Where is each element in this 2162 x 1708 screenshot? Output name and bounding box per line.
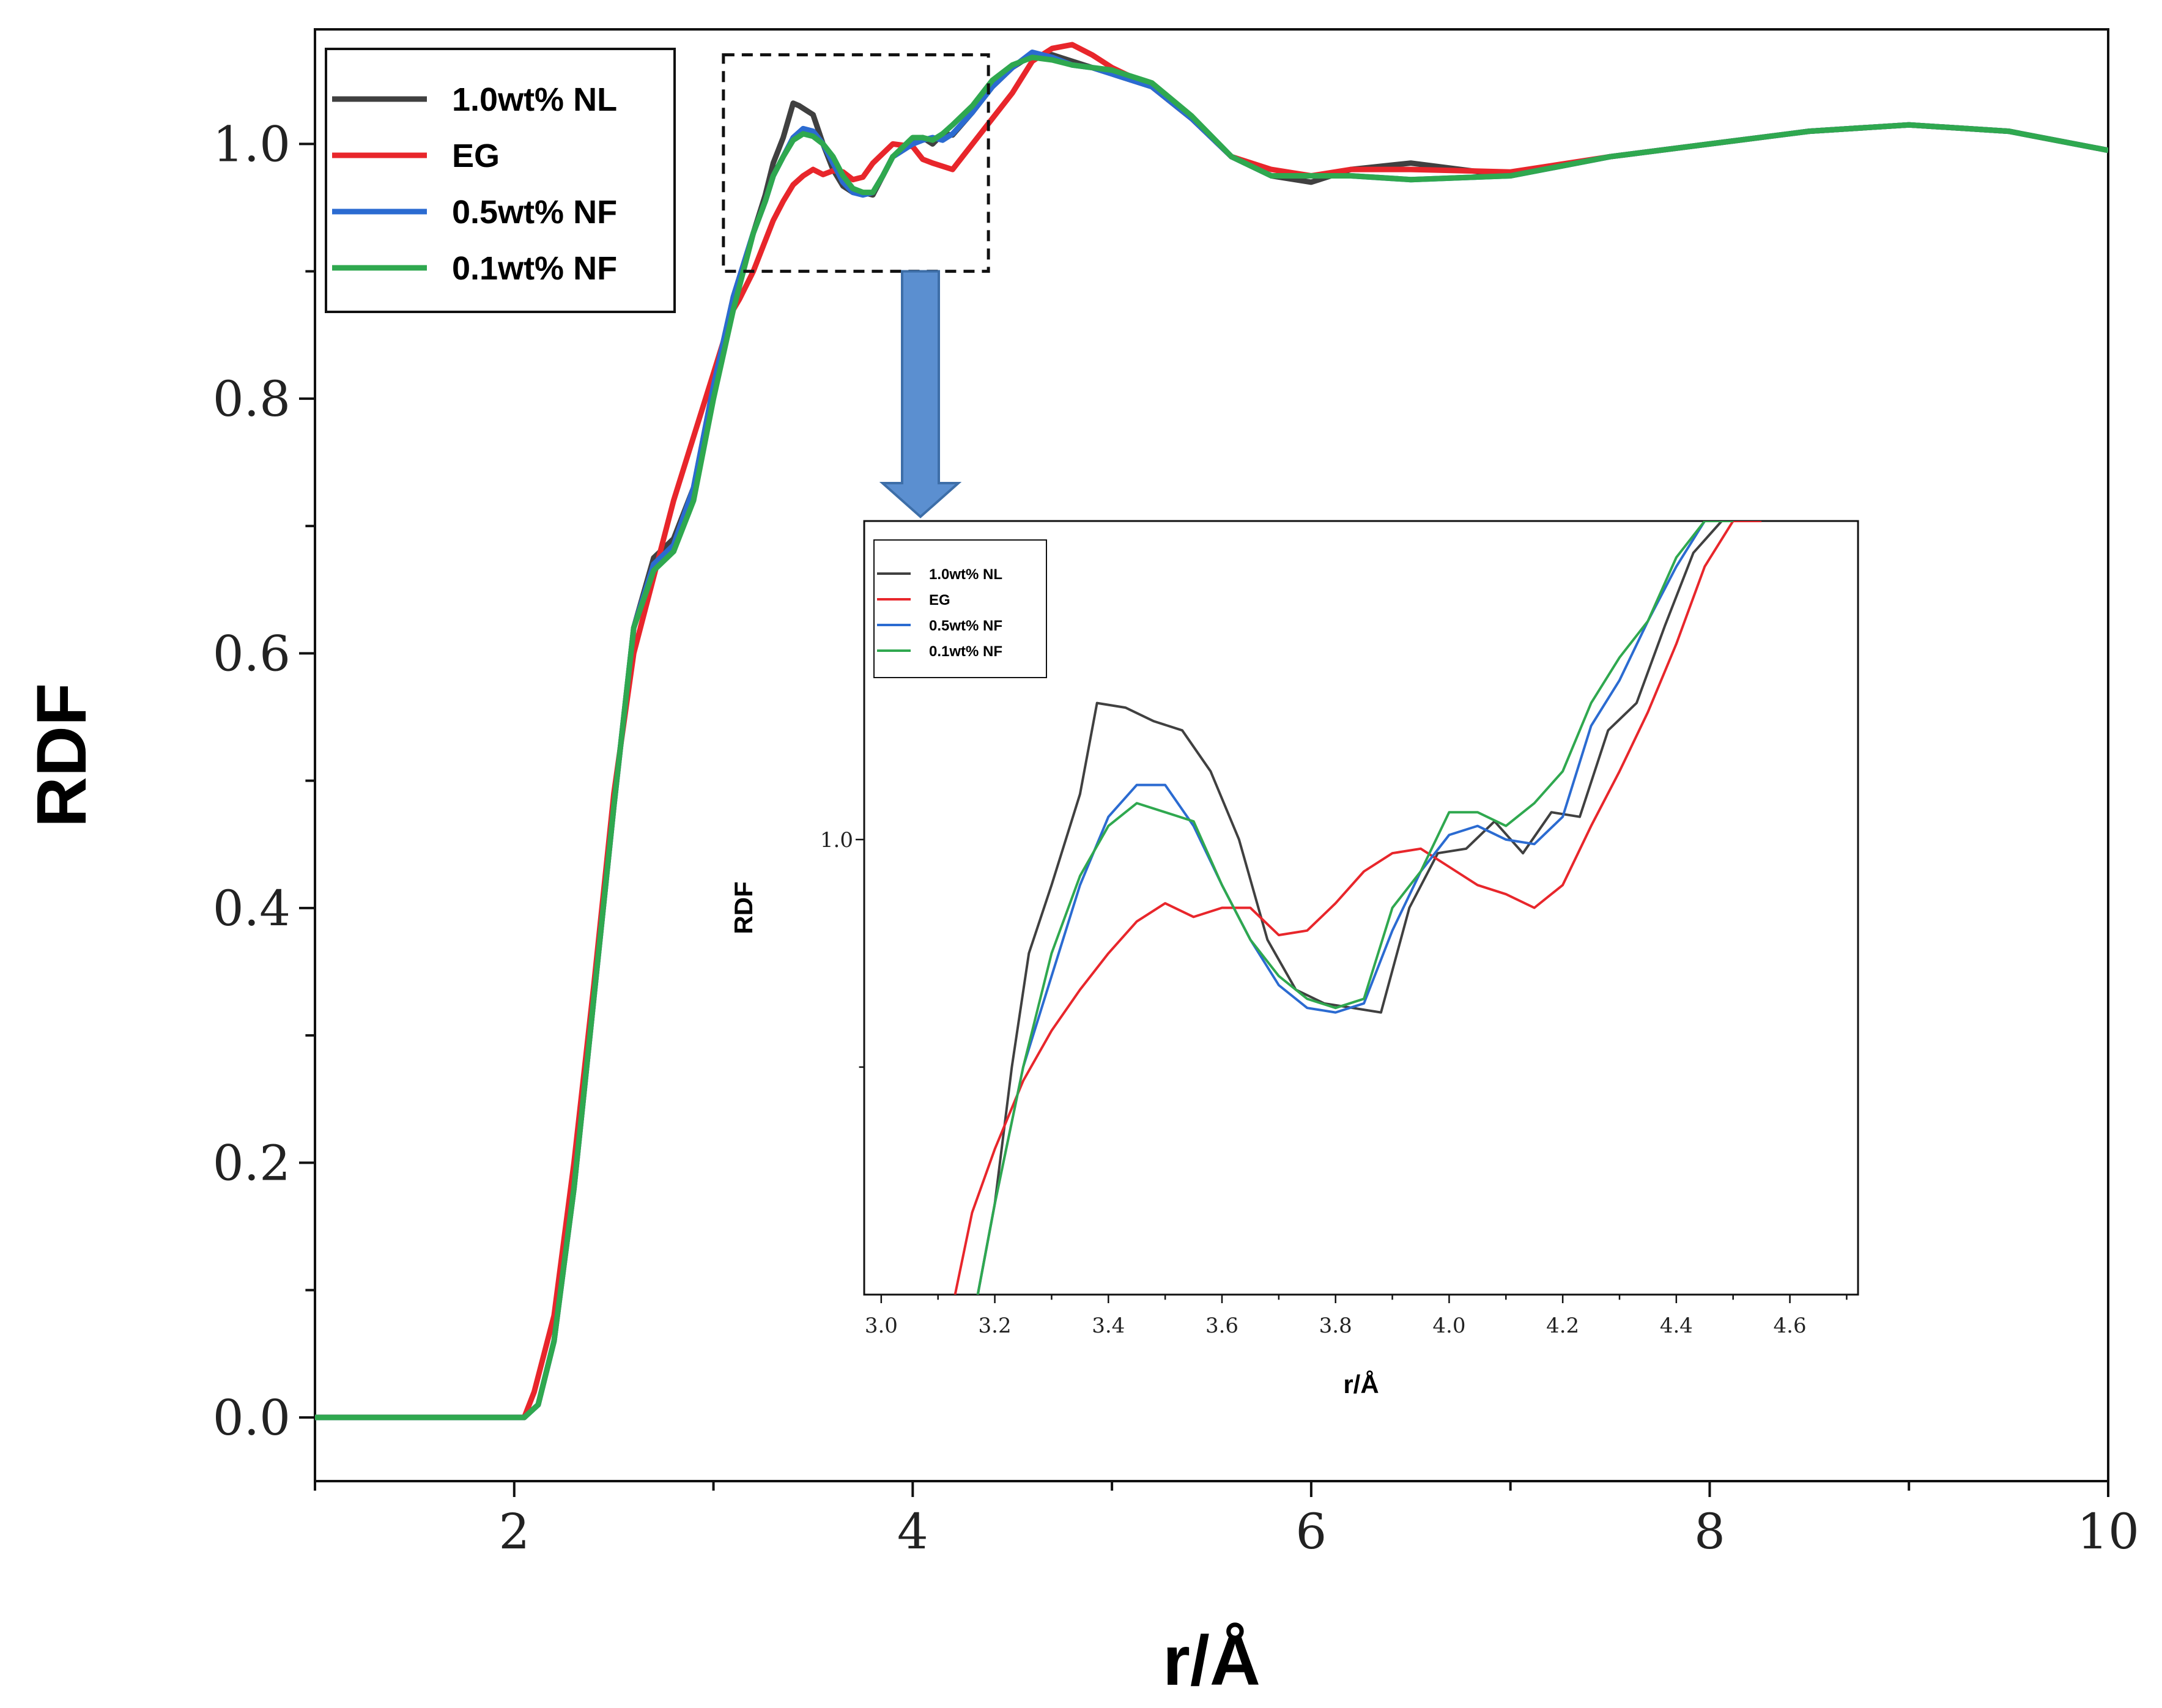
inset-legend-label: 1.0wt% NL bbox=[929, 566, 1002, 583]
inset-x-tick-label: 3.6 bbox=[1205, 1314, 1238, 1338]
x-tick-label: 4 bbox=[897, 1503, 928, 1560]
y-tick-label: 0.6 bbox=[213, 625, 291, 682]
inset-legend: 1.0wt% NL EG 0.5wt% NF 0.1wt% NF bbox=[873, 539, 1047, 678]
inset-legend-label: EG bbox=[929, 592, 950, 608]
inset-legend-box bbox=[873, 539, 1047, 678]
zoom-annotation bbox=[722, 53, 990, 519]
inset-x-tick-label: 4.2 bbox=[1546, 1314, 1579, 1338]
inset-legend-label: 0.1wt% NF bbox=[929, 643, 1002, 660]
y-tick-label: 0.0 bbox=[213, 1389, 291, 1446]
y-tick-label: 0.2 bbox=[213, 1134, 291, 1191]
inset-y-tick-label: 1.0 bbox=[820, 828, 853, 852]
y-tick-label: 1.0 bbox=[213, 116, 291, 172]
inset-x-tick-label: 3.0 bbox=[865, 1314, 898, 1338]
inset-x-tick-label: 3.8 bbox=[1319, 1314, 1352, 1338]
inset-series-line-0-1wt-nf bbox=[976, 521, 1733, 1295]
inset-x-tick-label: 3.2 bbox=[979, 1314, 1012, 1338]
x-tick-label: 6 bbox=[1295, 1503, 1327, 1560]
y-tick-label: 0.8 bbox=[213, 371, 291, 427]
inset-x-tick-label: 4.0 bbox=[1432, 1314, 1465, 1338]
zoom-box bbox=[722, 53, 990, 273]
inset-x-tick-label: 4.6 bbox=[1774, 1314, 1807, 1338]
zoom-arrow bbox=[879, 270, 962, 519]
inset-y-axis-title: RDF bbox=[729, 881, 758, 934]
inset-plot: 3.0 3.2 3.4 3.6 3.8 4.0 4.2 4.4 4.6 1.0 r/Å RDF 1.0w… bbox=[729, 520, 1859, 1399]
inset-series-line-eg bbox=[953, 521, 1762, 1295]
series-line-0-1wt-nf bbox=[315, 54, 2108, 1421]
y-axis-title: RDF bbox=[23, 683, 101, 827]
legend-label: 1.0wt% NL bbox=[452, 81, 617, 118]
legend-label: 0.5wt% NF bbox=[452, 194, 617, 231]
legend: 1.0wt% NL EG 0.5wt% NF 0.1wt% NF bbox=[325, 48, 676, 313]
x-tick-label: 10 bbox=[2077, 1503, 2139, 1560]
inset-x-axis-title: r/Å bbox=[1343, 1370, 1379, 1399]
inset-x-tick-label: 4.4 bbox=[1660, 1314, 1693, 1338]
legend-label: EG bbox=[452, 138, 500, 174]
x-axis-title: r/Å bbox=[1163, 1622, 1261, 1700]
x-tick-label: 8 bbox=[1694, 1503, 1725, 1560]
legend-label: 0.1wt% NF bbox=[452, 250, 617, 287]
y-tick-label: 0.4 bbox=[213, 880, 291, 937]
inset-legend-label: 0.5wt% NF bbox=[929, 618, 1002, 634]
x-tick-label: 2 bbox=[498, 1503, 530, 1560]
inset-x-tick-label: 3.4 bbox=[1092, 1314, 1125, 1338]
